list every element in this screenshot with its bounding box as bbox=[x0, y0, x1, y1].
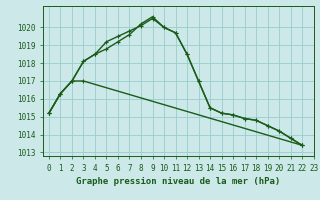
X-axis label: Graphe pression niveau de la mer (hPa): Graphe pression niveau de la mer (hPa) bbox=[76, 177, 281, 186]
